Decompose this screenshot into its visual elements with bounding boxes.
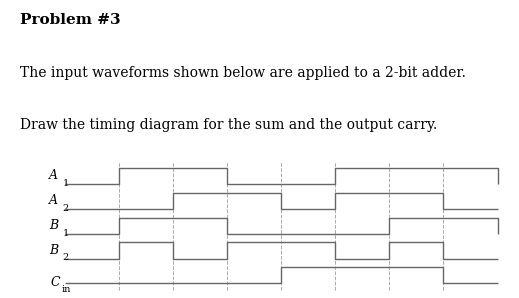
Text: A: A	[49, 194, 58, 207]
Text: C: C	[50, 276, 60, 288]
Text: 1: 1	[62, 229, 69, 238]
Text: in: in	[62, 285, 71, 294]
Text: 1: 1	[62, 179, 69, 188]
Text: Problem #3: Problem #3	[20, 13, 121, 27]
Text: B: B	[49, 244, 58, 257]
Text: 2: 2	[62, 204, 69, 213]
Text: Draw the timing diagram for the sum and the output carry.: Draw the timing diagram for the sum and …	[20, 118, 438, 132]
Text: B: B	[49, 219, 58, 232]
Text: A: A	[49, 169, 58, 182]
Text: 2: 2	[62, 253, 69, 263]
Text: The input waveforms shown below are applied to a 2-bit adder.: The input waveforms shown below are appl…	[20, 66, 467, 80]
